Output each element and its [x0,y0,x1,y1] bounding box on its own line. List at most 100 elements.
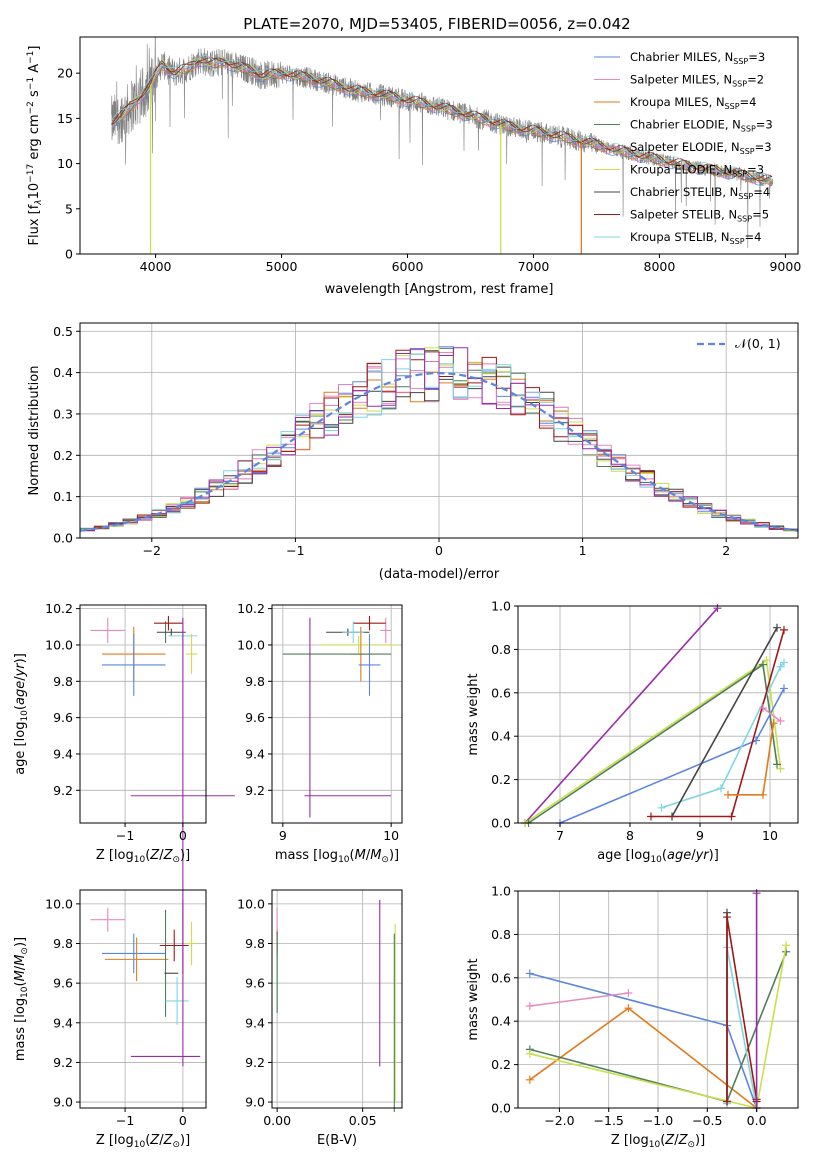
weight-point [773,623,781,632]
weight-point [717,784,725,793]
y-tick-label: 15 [57,111,73,126]
x-axis-label: E(B-V) [317,1133,357,1148]
y-tick-label: 5 [65,201,73,216]
y-tick-label: 0.2 [491,772,511,787]
legend-entry: Chabrier MILES, NSSP=3 [630,50,765,66]
x-axis-label: (data-model)/error [379,567,500,582]
weight-series [726,947,758,1109]
x-axis-label: wavelength [Angstrom, rest frame] [325,282,554,297]
x-tick-label: 9 [696,828,704,843]
y-axis-label: age [log10(age/yr)] [13,653,30,775]
y-tick-label: 0.0 [491,1101,511,1116]
y-tick-label: 9.4 [245,1015,265,1030]
y-tick-label: 9.8 [53,674,73,689]
y-tick-label: 20 [57,66,73,81]
weight-point [752,889,761,898]
weight-point [759,660,767,669]
x-tick-label: 9 [279,828,287,843]
y-axis-label: mass weight [466,673,481,755]
legend-entry: Chabrier ELODIE, NSSP=3 [630,118,773,134]
weight-series [661,661,785,809]
weight-point [776,717,785,726]
y-tick-label: 9.2 [53,783,73,798]
x-tick-label: 8000 [644,259,676,274]
weight-point [776,662,785,671]
weight-series [529,972,758,1109]
weight-point [782,941,791,950]
legend-entry: Chabrier STELIB, NSSP=4 [630,185,770,201]
x-tick-label: 10 [762,828,778,843]
y-tick-label: 10.0 [237,896,265,911]
x-tick-label: 10 [383,828,399,843]
model-spectrum-kroupa_elodie [111,57,773,184]
spectrum-plot [111,37,773,254]
legend-entry: Kroupa ELODIE, NSSP=3 [630,163,764,179]
weight-point [780,684,788,693]
weight-series [671,627,778,817]
weight-point [624,988,633,997]
x-tick-label: 9000 [769,259,801,274]
axes-frame [517,605,799,824]
x-tick-label: 0.05 [349,1113,377,1128]
x-axis-label: Z [log10(Z/Z⊙)] [96,1133,190,1150]
weight-point [780,625,788,634]
x-tick-label: −1 [116,1113,134,1128]
x-tick-label: 4000 [140,259,172,274]
y-tick-label: 9.8 [245,936,265,951]
y-tick-label: 9.6 [245,976,265,991]
y-axis-label: Normed distribution [27,366,42,496]
y-tick-label: 10.0 [45,896,73,911]
model-spectrum-kroupa_stelib [111,55,773,180]
x-tick-label: 6000 [392,259,424,274]
x-axis-label: mass [log10(M/M⊙)] [275,848,399,865]
y-tick-label: 0.2 [53,448,73,463]
weight-point [759,790,767,799]
x-tick-label: 7000 [518,259,550,274]
y-tick-label: 1.0 [491,884,511,899]
y-tick-label: 9.6 [53,976,73,991]
x-tick-label: 0.0 [747,1113,767,1128]
axes-frame [271,604,403,824]
y-tick-label: 10.2 [237,601,265,616]
weight-point [759,703,767,712]
y-tick-label: 0 [65,247,73,262]
x-tick-label: 0 [179,1113,187,1128]
figure-title: PLATE=2070, MJD=53405, FIBERID=0056, z=0… [243,15,630,33]
y-tick-label: 9.6 [53,710,73,725]
x-tick-label: 0.00 [263,1113,291,1128]
x-tick-label: 1 [579,543,587,558]
weight-point [762,656,771,665]
y-tick-label: 0.4 [491,729,511,744]
x-tick-label: 0 [435,543,443,558]
x-tick-label: 5000 [266,259,298,274]
grid-layer [80,323,798,1109]
x-tick-label: −2 [143,543,161,558]
legend-entry: Kroupa STELIB, NSSP=4 [630,230,761,246]
y-tick-label: 0.5 [53,324,73,339]
y-tick-label: 9.4 [53,1015,73,1030]
x-axis-label: Z [log10(Z/Z⊙)] [611,1133,705,1150]
x-tick-label: −1.5 [594,1113,624,1128]
weight-point [723,1097,732,1106]
y-tick-label: 0.3 [53,406,73,421]
x-axis-label: Z [log10(Z/Z⊙)] [96,848,190,865]
y-tick-label: 9.4 [245,746,265,761]
axes-layer: 4000 5000 6000 7000 8000 900005101520waveleng… [13,36,801,1150]
weight-point [525,1002,534,1011]
weight-series [762,707,781,722]
y-axis-label: mass [log10(M/M⊙)] [13,937,30,1061]
y-axis-label: Flux [fλ10−17 erg cm−2 s−1 A−1] [26,46,44,246]
x-tick-label: −1.0 [643,1113,673,1128]
y-tick-label: 9.2 [53,1055,73,1070]
weight-point [780,658,788,667]
y-tick-label: 9.2 [245,1055,265,1070]
y-tick-label: 0.0 [53,531,73,546]
weight-series [559,688,785,824]
y-tick-label: 0.8 [491,642,511,657]
y-tick-label: 10 [57,156,73,171]
weight-series [529,992,629,1007]
axes-frame [271,889,403,1109]
x-axis-label: age [log10(age/yr)] [597,848,719,865]
x-tick-label: −0.5 [692,1113,722,1128]
weight-point [769,719,778,728]
